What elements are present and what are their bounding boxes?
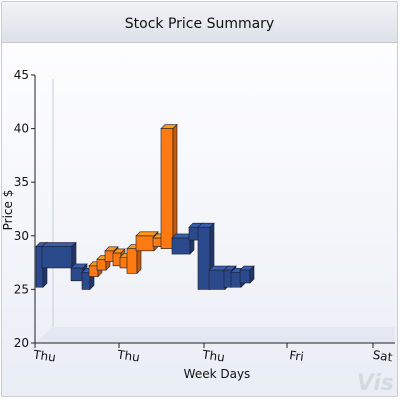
bar-face	[239, 269, 251, 284]
waterfall-bar	[160, 123, 178, 250]
x-tick-label: Thu	[115, 347, 140, 364]
waterfall-bar	[239, 265, 255, 284]
y-axis-title: Price $	[1, 190, 15, 231]
y-tick-label: 25	[14, 282, 29, 296]
bar-face	[104, 250, 115, 262]
bar-face	[152, 237, 163, 247]
bar-face	[41, 242, 77, 247]
x-tick-label: Thu	[31, 347, 56, 364]
waterfall-bar	[41, 241, 77, 269]
chart-title: Stock Price Summary	[124, 16, 275, 32]
bar-face	[41, 246, 73, 269]
x-tick-label: Thu	[200, 347, 225, 364]
bar-face	[88, 265, 99, 277]
bar-face	[96, 259, 107, 271]
bar-face	[70, 267, 84, 282]
bar-face	[126, 248, 138, 274]
y-tick-label: 20	[14, 336, 29, 350]
title-band: Stock Price Summary	[2, 2, 397, 43]
x-axis-title: Week Days	[184, 367, 251, 381]
y-tick-label: 35	[14, 175, 29, 189]
bar-face	[171, 237, 191, 255]
bar-face	[135, 235, 155, 252]
bar-face	[188, 226, 200, 241]
y-tick-label: 40	[14, 122, 29, 136]
bar-face	[208, 269, 226, 290]
bar-face	[160, 128, 174, 249]
watermark-logo: Vis	[356, 371, 394, 396]
y-tick-label: 30	[14, 229, 29, 243]
plot-floor	[35, 327, 395, 343]
bar-face	[230, 271, 242, 288]
y-tick-label: 45	[14, 68, 29, 82]
bar-face	[172, 123, 178, 250]
x-tick-label: Fri	[289, 348, 305, 364]
x-tick-label: Sat	[372, 348, 394, 365]
bar-face	[249, 265, 255, 284]
bar-face	[197, 226, 211, 290]
